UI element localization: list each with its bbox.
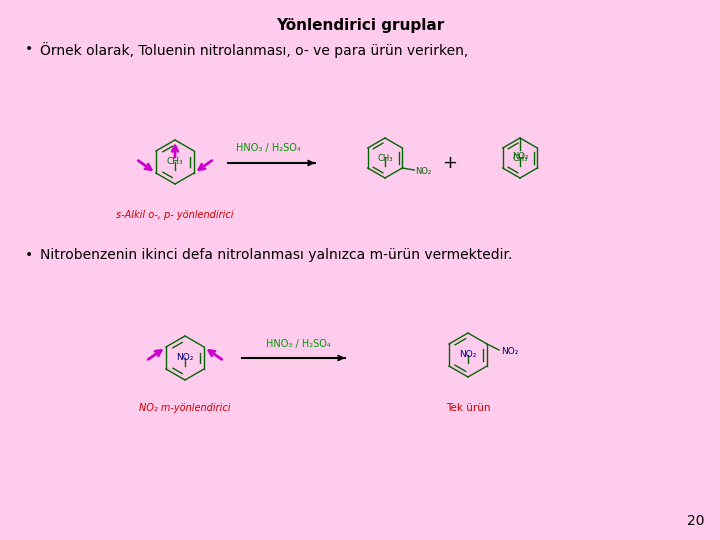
Text: NO₂: NO₂ [512,152,528,161]
Text: Nitrobenzenin ikinci defa nitrolanması yalnızca m-ürün vermektedir.: Nitrobenzenin ikinci defa nitrolanması y… [40,248,513,262]
Text: NO₂: NO₂ [459,350,477,359]
Text: HNO₃ / H₂SO₄: HNO₃ / H₂SO₄ [235,143,300,153]
Text: Tek ürün: Tek ürün [446,403,490,413]
Text: +: + [443,154,457,172]
Text: HNO₃ / H₂SO₄: HNO₃ / H₂SO₄ [266,339,330,349]
Text: CH₃: CH₃ [377,154,392,163]
Text: •: • [25,248,33,262]
Text: 20: 20 [688,514,705,528]
Text: Yönlendirici gruplar: Yönlendirici gruplar [276,18,444,33]
Text: CH₃: CH₃ [167,157,184,166]
Text: NO₂: NO₂ [415,166,431,176]
Text: NO₂: NO₂ [501,348,518,356]
Text: CH₃: CH₃ [512,154,528,163]
Text: Örnek olarak, Toluenin nitrolanması, o- ve para ürün verirken,: Örnek olarak, Toluenin nitrolanması, o- … [40,42,468,58]
Text: NO₂: NO₂ [176,353,194,362]
Text: NO₂ m-yönlendirici: NO₂ m-yönlendirici [139,403,230,413]
Text: s-Alkil o-, p- yönlendirici: s-Alkil o-, p- yönlendirici [116,210,234,220]
Text: •: • [25,42,33,56]
